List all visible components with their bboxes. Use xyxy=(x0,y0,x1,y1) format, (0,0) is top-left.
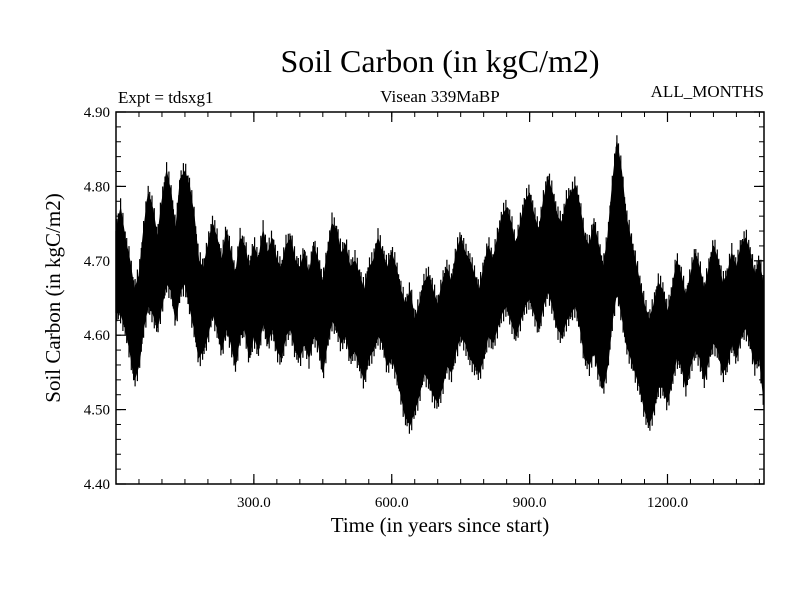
y-tick-label: 4.60 xyxy=(84,328,110,344)
series-oscillation xyxy=(115,135,764,434)
x-tick-label: 600.0 xyxy=(375,495,409,511)
series-line xyxy=(115,135,765,434)
x-tick-label: 300.0 xyxy=(237,495,271,511)
plot-frame xyxy=(115,111,765,485)
y-tick-label: 4.70 xyxy=(84,254,110,270)
x-tick-label: 900.0 xyxy=(513,495,547,511)
x-tick-label: 1200.0 xyxy=(647,495,688,511)
series-layer xyxy=(115,135,765,434)
y-tick-label: 4.40 xyxy=(84,477,110,493)
chart-title: Soil Carbon (in kgC/m2) xyxy=(280,43,599,79)
experiment-label: Expt = tdsxg1 xyxy=(118,88,214,107)
x-axis-label: Time (in years since start) xyxy=(331,513,550,537)
y-axis-label: Soil Carbon (in kgC/m2) xyxy=(41,193,65,402)
y-tick-label: 4.90 xyxy=(84,105,110,121)
chart-subtitle: Visean 339MaBP xyxy=(380,87,499,106)
period-label: ALL_MONTHS xyxy=(651,82,764,101)
y-tick-label: 4.50 xyxy=(84,403,110,419)
ticks-layer: 4.40 4.50 4.60 4.70 4.80 4.90 300.0 600.0 900.0 1… xyxy=(84,105,764,511)
y-tick-label: 4.80 xyxy=(84,179,110,195)
